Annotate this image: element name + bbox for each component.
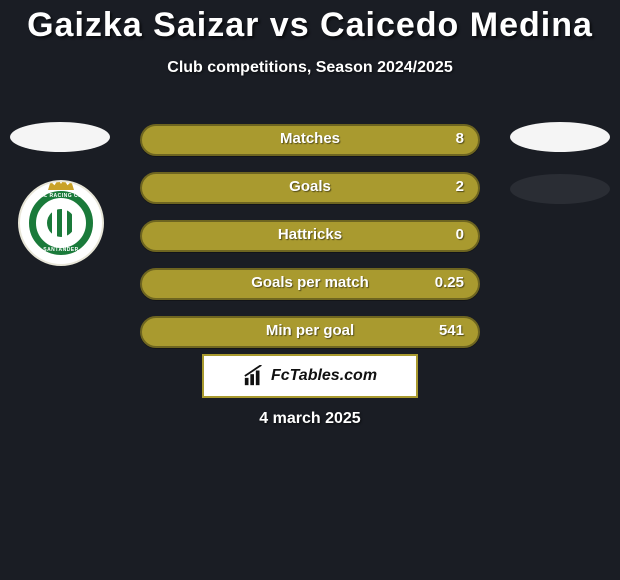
decor-ellipse-right-2 [510,174,610,204]
stat-label: Min per goal [142,322,478,339]
badge-ring-text-bottom: SANTANDER [20,247,102,253]
stat-label: Matches [142,130,478,147]
stat-value: 0.25 [435,274,464,291]
decor-ellipse-left [10,122,110,152]
badge-ring-text-top: REAL RACING CLUB [20,193,102,199]
stat-bar: Goals 2 [140,172,480,204]
bar-chart-icon [243,365,265,387]
stat-label: Goals [142,178,478,195]
club-badge-left: REAL RACING CLUB SANTANDER [18,180,104,266]
page-title: Gaizka Saizar vs Caicedo Medina [0,0,620,45]
badge-stripes [47,209,75,237]
crown-icon [48,180,74,190]
footer-logo-text: FcTables.com [271,367,377,385]
stat-bar: Goals per match 0.25 [140,268,480,300]
decor-ellipse-right-1 [510,122,610,152]
page-subtitle: Club competitions, Season 2024/2025 [0,59,620,77]
stat-bar: Matches 8 [140,124,480,156]
date-line: 4 march 2025 [0,410,620,428]
stat-value: 541 [439,322,464,339]
footer-logo-box[interactable]: FcTables.com [202,354,418,398]
stat-value: 0 [456,226,464,243]
stat-label: Goals per match [142,274,478,291]
stat-value: 8 [456,130,464,147]
stat-bar: Min per goal 541 [140,316,480,348]
stat-bar: Hattricks 0 [140,220,480,252]
page-root: Gaizka Saizar vs Caicedo Medina Club com… [0,0,620,580]
stat-value: 2 [456,178,464,195]
stat-bars: Matches 8 Goals 2 Hattricks 0 Goals per … [140,124,480,364]
stat-label: Hattricks [142,226,478,243]
